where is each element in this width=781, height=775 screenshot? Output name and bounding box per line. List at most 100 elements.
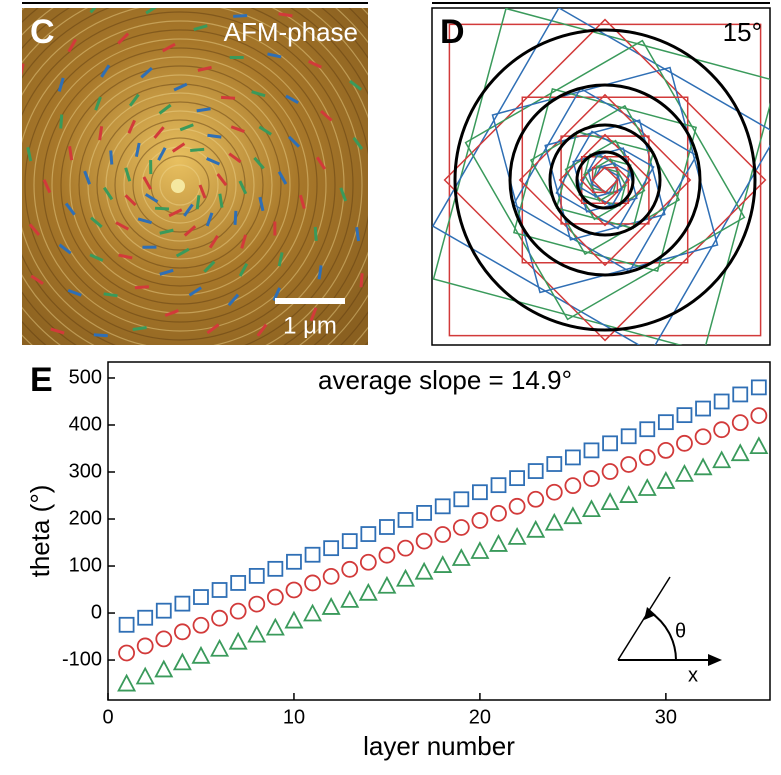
data-point	[268, 590, 283, 605]
data-point	[212, 611, 227, 626]
data-point	[528, 522, 544, 537]
data-point	[213, 583, 227, 597]
data-point	[622, 429, 636, 443]
data-point	[714, 452, 730, 467]
data-point	[156, 661, 172, 676]
data-point	[399, 513, 413, 527]
data-point	[435, 557, 451, 572]
panel-label: E	[30, 361, 53, 399]
y-tick-label: 400	[69, 413, 102, 435]
data-point	[547, 485, 562, 500]
data-point	[379, 548, 394, 563]
data-point	[733, 387, 747, 401]
data-point	[156, 631, 171, 646]
texture-dash	[7, 311, 19, 318]
texture-dash	[315, 227, 316, 241]
data-point	[603, 464, 618, 479]
texture-dash	[279, 14, 293, 16]
texture-dash	[176, 350, 189, 356]
texture-spot	[171, 179, 185, 193]
data-point	[584, 471, 599, 486]
data-point	[659, 415, 673, 429]
annotation: average slope = 14.9°	[318, 365, 572, 395]
data-point	[194, 590, 208, 604]
texture-dash	[230, 359, 241, 368]
data-point	[361, 527, 375, 541]
y-axis-label: theta (°)	[25, 485, 55, 578]
data-point	[751, 438, 767, 453]
scale-bar	[275, 298, 345, 304]
data-point	[306, 548, 320, 562]
data-point	[193, 618, 208, 633]
data-point	[305, 606, 321, 621]
data-point	[436, 499, 450, 513]
data-point	[547, 457, 561, 471]
texture-dash	[220, 194, 222, 208]
data-point	[640, 422, 654, 436]
data-point	[546, 515, 562, 530]
data-point	[696, 402, 710, 416]
data-point	[677, 436, 692, 451]
x-tick-label: 30	[655, 706, 677, 728]
data-point	[492, 478, 506, 492]
texture-dash	[0, 250, 6, 260]
inset-label: x	[688, 664, 698, 686]
data-point	[286, 582, 301, 597]
data-point	[324, 541, 338, 555]
inset-arrow	[708, 654, 722, 666]
y-tick-label: 0	[91, 601, 102, 623]
data-point	[157, 604, 171, 618]
data-point	[696, 429, 711, 444]
data-point	[584, 443, 598, 457]
data-point	[639, 480, 655, 495]
data-point	[472, 543, 488, 558]
data-point	[603, 436, 617, 450]
texture-dash	[361, 273, 362, 287]
data-point	[249, 597, 264, 612]
texture-dash	[135, 287, 149, 288]
texture-dash	[4, 194, 11, 206]
data-point	[453, 550, 469, 565]
data-point	[676, 466, 692, 481]
texture-dash	[192, 389, 204, 396]
texture-dash	[221, 97, 235, 98]
data-point	[138, 611, 152, 625]
texture-dash	[319, 265, 321, 279]
data-point	[509, 529, 525, 544]
texture-dash	[357, 227, 359, 241]
data-point	[528, 492, 543, 507]
image-title: AFM-phase	[224, 17, 358, 47]
data-point	[267, 620, 283, 635]
y-tick-label: 200	[69, 507, 102, 529]
data-point	[621, 457, 636, 472]
texture-dash	[155, 208, 169, 209]
data-point	[230, 634, 246, 649]
data-point	[119, 645, 134, 660]
texture-dash	[235, 211, 236, 225]
data-point	[435, 527, 450, 542]
data-point	[119, 676, 135, 691]
y-tick-label: -100	[62, 648, 102, 670]
data-point	[287, 555, 301, 569]
data-point	[565, 478, 580, 493]
data-point	[473, 485, 487, 499]
data-point	[342, 592, 358, 607]
data-point	[566, 450, 580, 464]
data-point	[343, 534, 357, 548]
x-tick-label: 0	[102, 706, 113, 728]
texture-dash	[111, 151, 112, 165]
data-point	[250, 569, 264, 583]
data-point	[175, 624, 190, 639]
data-point	[715, 394, 729, 408]
data-point	[268, 562, 282, 576]
data-point	[510, 471, 524, 485]
texture-dash	[291, 351, 299, 363]
data-point	[602, 494, 618, 509]
texture-dash	[100, 126, 102, 140]
data-point	[658, 473, 674, 488]
scale-label: 1 μm	[283, 312, 337, 339]
data-point	[174, 654, 190, 669]
data-point	[379, 578, 395, 593]
